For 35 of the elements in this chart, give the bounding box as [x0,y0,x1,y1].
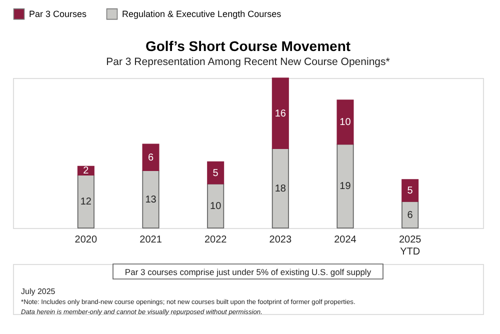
bar [77,174,94,228]
data-label: 13 [145,194,157,206]
data-label: 10 [210,200,222,212]
x-tick-label: 2025 YTD [398,234,422,258]
bar [336,100,354,145]
data-label: 10 [340,117,352,128]
data-label: 18 [274,183,286,194]
data-label: 2 [83,166,90,177]
x-tick-label: 2021 [140,234,162,246]
data-label: 6 [148,152,154,164]
data-label: 12 [80,196,92,208]
text: July 2025 [21,287,56,296]
data-label: 6 [407,210,414,221]
bar [402,179,419,202]
x-tick-label: 2024 [334,234,357,246]
bar [207,183,224,228]
bar [272,148,289,228]
data-label: 16 [274,108,286,120]
legend-label: Par 3 Courses [29,9,88,20]
x-tick-label: 2023 [269,234,292,246]
chart-title: Golf’s Short Course Movement [145,38,351,54]
legend-label: Regulation & Executive Length Courses [122,9,282,20]
bar [402,201,419,228]
bar [207,161,224,184]
chart-subtitle: Par 3 Representation Among Recent New Course Openings* [106,56,390,68]
bar [336,144,354,228]
bar [142,170,160,228]
data-label: 5 [407,186,414,196]
bar [272,78,289,149]
x-tick-label: 2022 [204,234,228,246]
data-label: 19 [340,181,352,192]
bar [142,144,160,172]
text: Par 3 courses comprise just under 5% of existing U.S. golf supply [124,267,372,277]
data-label: 5 [212,168,219,179]
x-tick-label: 2020 [74,234,98,246]
